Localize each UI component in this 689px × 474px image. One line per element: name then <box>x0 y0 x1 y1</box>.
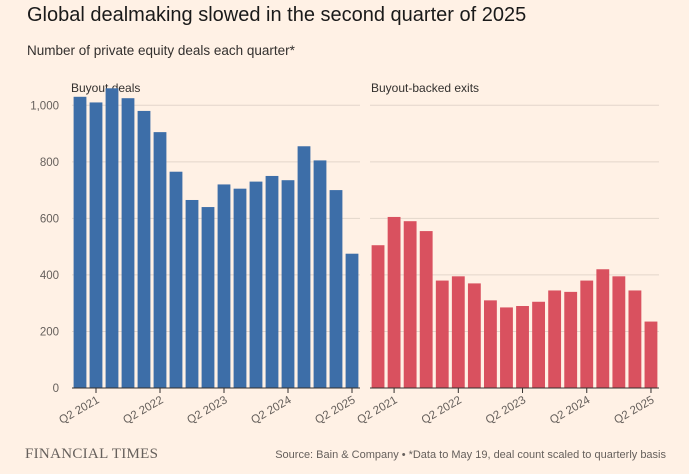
bar-q2-2021 <box>89 102 103 388</box>
bar-q2-2022 <box>153 132 167 388</box>
y-tick-label: 200 <box>40 326 59 338</box>
source-note: Source: Bain & Company • *Data to May 19, … <box>275 449 666 461</box>
bar-q2-2021 <box>387 216 401 388</box>
y-tick-label: 1,000 <box>30 100 59 112</box>
x-tick-label: Q2 2022 <box>420 394 464 426</box>
bar-q4-2022 <box>483 300 497 388</box>
bar-q3-2023 <box>532 301 546 388</box>
bar-q2-2022 <box>451 276 465 388</box>
panel-title-0: Buyout deals <box>71 81 140 95</box>
bar-q3-2024 <box>297 146 311 388</box>
bar-q1-2023 <box>201 207 215 388</box>
bar-q4-2024 <box>612 276 626 388</box>
x-tick-label: Q2 2021 <box>355 394 399 426</box>
bar-q2-2023 <box>217 184 231 388</box>
bar-q1-2021 <box>371 245 385 388</box>
bar-q1-2024 <box>564 291 578 388</box>
bar-q2-2025 <box>345 253 359 388</box>
bar-q1-2023 <box>500 307 513 388</box>
panel-title-1: Buyout-backed exits <box>371 81 479 95</box>
bar-q1-2021 <box>73 96 87 389</box>
x-tick-label: Q2 2025 <box>313 394 357 426</box>
chart-subtitle: Number of private equity deals each quar… <box>27 43 295 58</box>
x-tick-label: Q2 2022 <box>121 394 165 426</box>
bar-q4-2021 <box>121 98 135 389</box>
chart-title: Global dealmaking slowed in the second q… <box>27 4 527 26</box>
y-tick-label: 400 <box>40 270 59 282</box>
bar-q3-2022 <box>467 283 481 388</box>
bar-q1-2024 <box>265 175 279 388</box>
y-tick-label: 600 <box>40 213 59 225</box>
bar-q4-2022 <box>185 199 199 388</box>
bar-q2-2023 <box>516 306 529 388</box>
separator-dot: • <box>401 449 406 461</box>
x-tick-label: Q2 2021 <box>57 394 101 426</box>
bar-q4-2021 <box>419 231 433 388</box>
bar-q4-2024 <box>313 160 327 388</box>
bar-q3-2021 <box>105 88 119 389</box>
bar-q1-2022 <box>435 280 449 388</box>
y-tick-label: 800 <box>40 157 59 169</box>
ft-logo: FINANCIAL TIMES <box>25 446 159 462</box>
x-tick-label: Q2 2023 <box>185 394 229 426</box>
bar-q3-2024 <box>596 269 610 388</box>
bar-q1-2022 <box>137 110 151 388</box>
x-tick-label: Q2 2024 <box>548 394 593 427</box>
source-text: Source: Bain & Company <box>275 449 399 461</box>
bar-q2-2025 <box>644 321 658 388</box>
bar-q3-2021 <box>403 221 417 388</box>
data-note-text: *Data to May 19, deal count scaled to qu… <box>408 449 666 461</box>
x-tick-label: Q2 2025 <box>612 394 656 426</box>
x-tick-label: Q2 2024 <box>249 394 294 427</box>
bar-q2-2024 <box>281 180 295 388</box>
bar-q1-2025 <box>628 290 642 388</box>
bar-q3-2023 <box>233 188 247 388</box>
bar-q2-2024 <box>580 280 594 388</box>
bar-q4-2023 <box>249 181 263 388</box>
x-tick-label: Q2 2023 <box>484 394 528 426</box>
bar-q3-2022 <box>169 171 183 388</box>
y-tick-label: 0 <box>53 383 59 395</box>
bar-q4-2023 <box>548 290 562 388</box>
bar-q1-2025 <box>329 190 343 388</box>
